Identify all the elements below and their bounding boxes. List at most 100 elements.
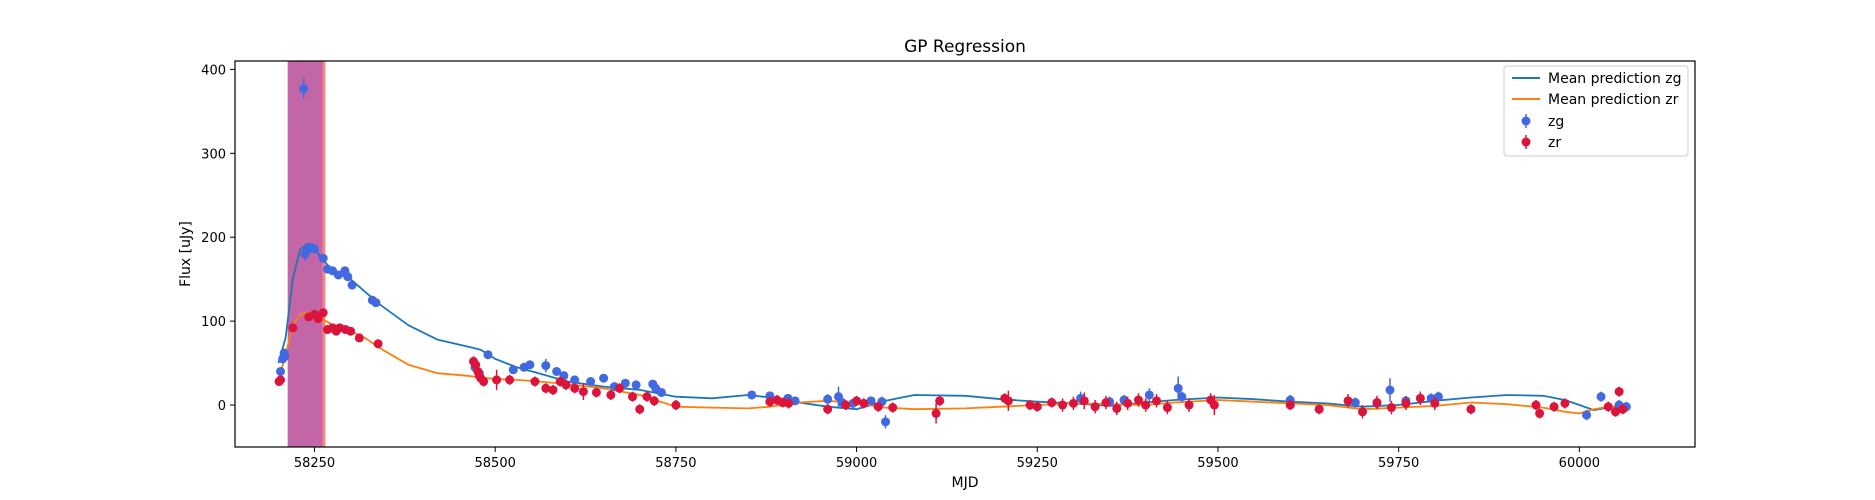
data-point-zr <box>852 396 862 406</box>
data-point-zg <box>299 84 309 94</box>
data-point-zr <box>288 323 298 333</box>
data-point-zg <box>1173 383 1183 393</box>
data-point-zr <box>823 404 833 414</box>
data-point-zr <box>873 402 883 412</box>
x-axis-label: MJD <box>952 475 979 491</box>
chart-title: GP Regression <box>904 37 1026 57</box>
data-point-zr <box>1314 404 1324 414</box>
data-point-zr <box>1343 396 1353 406</box>
data-point-zg <box>347 280 357 290</box>
data-point-zg <box>333 270 343 280</box>
data-point-zg <box>631 380 641 390</box>
data-point-zg <box>823 394 833 404</box>
x-tick-label: 58250 <box>294 456 335 471</box>
data-point-zr <box>1079 396 1089 406</box>
data-point-zg <box>276 366 286 376</box>
data-point-zr <box>591 387 601 397</box>
data-point-zg <box>525 360 535 370</box>
data-point-zr <box>1386 403 1396 413</box>
data-point-zr <box>1603 402 1613 412</box>
data-point-zr <box>1401 398 1411 408</box>
data-point-zr <box>1209 400 1219 410</box>
data-point-zr <box>1618 404 1628 414</box>
data-point-zr <box>1610 407 1620 417</box>
x-tick-label: 59500 <box>1197 456 1238 471</box>
data-point-zr <box>642 392 652 402</box>
data-point-zr <box>1152 396 1162 406</box>
data-point-zr <box>1184 400 1194 410</box>
data-point-zg <box>570 375 580 385</box>
data-point-zr <box>1112 403 1122 413</box>
data-point-zg <box>483 350 493 360</box>
data-point-zr <box>346 326 356 336</box>
legend-marker-zg <box>1521 116 1531 126</box>
y-tick-label: 100 <box>201 315 226 330</box>
x-axis-ticks: 58250 58500 58750 59000 59250 59500 59750 60000 <box>294 447 1600 471</box>
legend-label-zr: zr <box>1548 135 1561 151</box>
legend: Mean prediction zg Mean prediction zr zg… <box>1503 65 1689 157</box>
y-axis-ticks: 0 100 200 300 400 <box>201 63 235 414</box>
data-point-zr <box>765 397 775 407</box>
data-point-zg <box>371 298 381 308</box>
data-point-zr <box>1068 398 1078 408</box>
data-point-zg <box>552 366 562 376</box>
data-point-zr <box>492 375 502 385</box>
data-point-zr <box>1535 408 1545 418</box>
x-tick-label: 59750 <box>1378 456 1419 471</box>
y-axis-label: Flux [uJy] <box>178 221 194 287</box>
data-point-zg <box>310 244 320 254</box>
data-point-zr <box>578 387 588 397</box>
y-tick-label: 200 <box>201 231 226 246</box>
data-point-zr <box>1133 395 1143 405</box>
x-tick-label: 58500 <box>475 456 516 471</box>
data-point-zr <box>1047 398 1057 408</box>
data-point-zr <box>1003 396 1013 406</box>
data-point-zg <box>747 390 757 400</box>
data-point-zr <box>671 400 681 410</box>
y-tick-label: 300 <box>201 147 226 162</box>
data-point-zr <box>628 392 638 402</box>
data-point-zr <box>570 383 580 393</box>
data-point-zr <box>1358 407 1368 417</box>
data-point-zg <box>1350 398 1360 408</box>
data-point-zg <box>586 377 596 387</box>
data-point-zg <box>318 253 328 263</box>
x-tick-label: 58750 <box>655 456 696 471</box>
data-point-zr <box>1614 387 1624 397</box>
x-tick-label: 59000 <box>836 456 877 471</box>
data-point-zr <box>635 404 645 414</box>
data-point-zg <box>656 387 666 397</box>
data-point-zr <box>935 396 945 406</box>
data-point-zr <box>649 396 659 406</box>
data-point-zg <box>280 351 290 361</box>
data-point-zr <box>561 380 571 390</box>
data-point-zr <box>354 333 364 343</box>
data-point-zr <box>931 408 941 418</box>
data-point-zr <box>1090 402 1100 412</box>
data-point-zr <box>530 377 540 387</box>
data-point-zg <box>508 365 518 375</box>
data-point-zr <box>1466 404 1476 414</box>
data-point-zg <box>880 417 890 427</box>
data-point-zg <box>599 373 609 383</box>
plot-frame <box>234 60 1696 448</box>
legend-box <box>1503 65 1689 157</box>
data-point-zg <box>541 361 551 371</box>
data-point-zr <box>1058 400 1068 410</box>
data-point-zr <box>541 383 551 393</box>
data-point-zg <box>1433 392 1443 402</box>
data-point-zg <box>1177 392 1187 402</box>
data-point-zr <box>1531 400 1541 410</box>
data-point-zg <box>1385 385 1395 395</box>
data-point-zr <box>1549 402 1559 412</box>
data-point-zr <box>1162 403 1172 413</box>
data-point-zg <box>343 272 353 282</box>
data-point-zr <box>1285 400 1295 410</box>
data-point-zr <box>615 383 625 393</box>
data-point-zr <box>888 403 898 413</box>
data-point-zr <box>1032 402 1042 412</box>
data-point-zg <box>866 396 876 406</box>
data-point-zr <box>479 377 489 387</box>
data-point-zr <box>1560 398 1570 408</box>
